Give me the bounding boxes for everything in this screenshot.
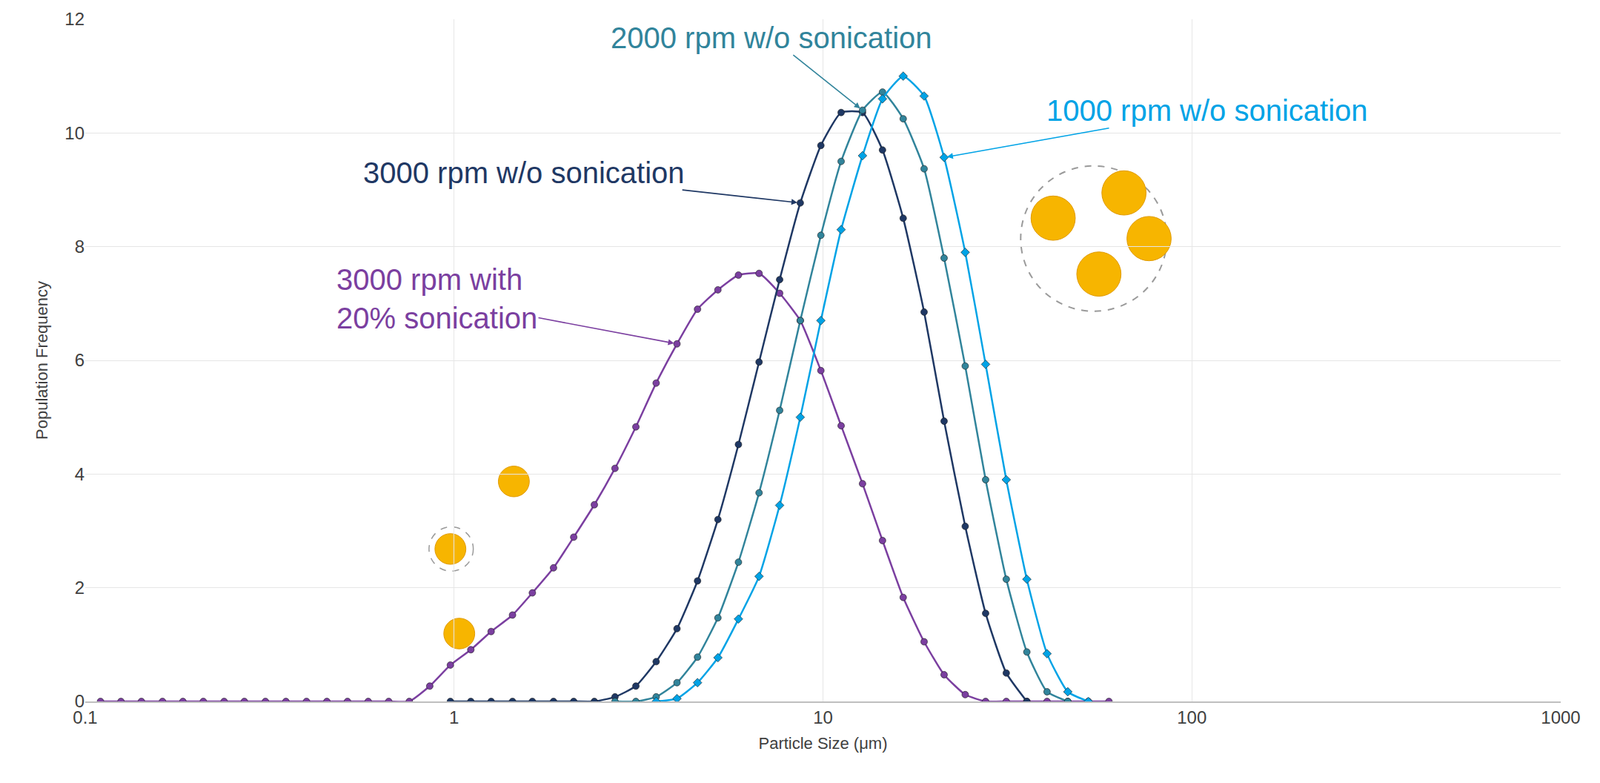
svg-text:0: 0 xyxy=(74,690,85,711)
svg-text:1000 rpm w/o sonication: 1000 rpm w/o sonication xyxy=(1046,94,1369,127)
svg-text:6: 6 xyxy=(74,349,85,370)
svg-text:Population Frequency: Population Frequency xyxy=(32,280,52,440)
svg-text:8: 8 xyxy=(74,236,85,257)
svg-text:100: 100 xyxy=(1176,706,1207,728)
svg-text:4: 4 xyxy=(74,463,85,484)
svg-text:1: 1 xyxy=(449,706,459,728)
svg-text:1000: 1000 xyxy=(1540,706,1580,728)
svg-text:10: 10 xyxy=(64,123,85,144)
svg-text:10: 10 xyxy=(812,706,833,728)
svg-text:2: 2 xyxy=(74,577,85,598)
svg-text:3000 rpm w/o sonication: 3000 rpm w/o sonication xyxy=(363,156,685,189)
svg-text:12: 12 xyxy=(64,8,85,29)
svg-text:2000 rpm w/o sonication: 2000 rpm w/o sonication xyxy=(610,21,933,55)
svg-text:Particle Size (μm): Particle Size (μm) xyxy=(758,733,888,753)
svg-text:3000 rpm with20% sonication: 3000 rpm with20% sonication xyxy=(336,263,538,335)
svg-text:0.1: 0.1 xyxy=(72,706,98,728)
